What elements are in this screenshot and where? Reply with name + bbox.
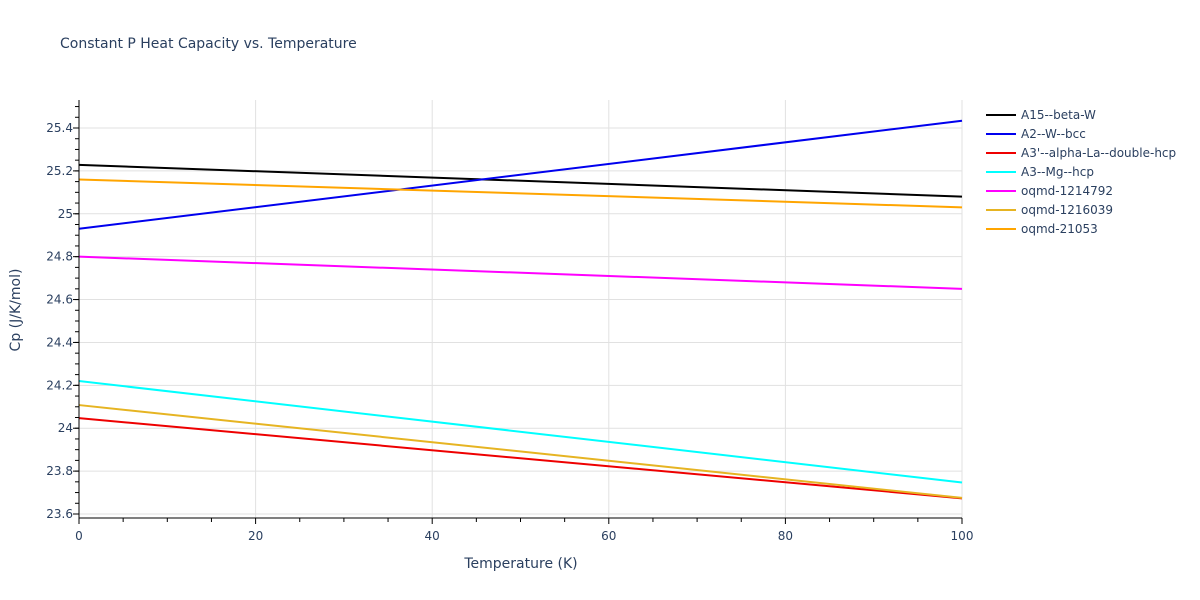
series-lines [78,119,963,500]
legend-item[interactable]: A2--W--bcc [986,127,1086,141]
y-tick-label: 24.2 [46,378,73,392]
x-tick-label: 0 [75,529,83,543]
series-line[interactable] [78,163,963,198]
legend-label: oqmd-1216039 [1021,203,1113,217]
series-line[interactable] [78,255,963,290]
x-tick-label: 60 [601,529,616,543]
y-tick-label: 24 [58,421,73,435]
y-tick-label: 24.8 [46,250,73,264]
legend-item[interactable]: oqmd-21053 [986,222,1098,236]
x-tick-label: 20 [248,529,263,543]
chart-title: Constant P Heat Capacity vs. Temperature [60,36,357,52]
series-line[interactable] [78,417,963,500]
legend-label: A15--beta-W [1021,108,1096,122]
y-tick-label: 24.4 [46,335,73,349]
y-tick-label: 24.6 [46,293,73,307]
legend-item[interactable]: A3'--alpha-La--double-hcp [986,146,1176,160]
series-line[interactable] [78,119,963,230]
legend-item[interactable]: oqmd-1216039 [986,203,1113,217]
series-line[interactable] [78,178,963,209]
legend-item[interactable]: A15--beta-W [986,108,1096,122]
legend-label: A3'--alpha-La--double-hcp [1021,146,1176,160]
y-axis-title: Cp (J/K/mol) [8,269,24,352]
legend-item[interactable]: oqmd-1214792 [986,184,1113,198]
grid-lines [79,100,963,518]
legend-item[interactable]: A3--Mg--hcp [986,165,1094,179]
legend[interactable]: A15--beta-W A2--W--bcc A3'--alpha-La--doub… [986,108,1176,236]
y-tick-label: 23.8 [46,464,73,478]
legend-label: A2--W--bcc [1021,127,1086,141]
y-tick-label: 23.6 [46,507,73,521]
legend-label: oqmd-1214792 [1021,184,1113,198]
series-line[interactable] [78,380,963,484]
legend-label: oqmd-21053 [1021,222,1098,236]
x-tick-label: 100 [951,529,974,543]
x-tick-label: 80 [778,529,793,543]
y-tick-label: 25.2 [46,164,73,178]
axes: 23.6 23.8 24 24.2 24.4 24.6 24.8 25 25.2 25.4 0 20 4… [46,100,973,543]
legend-label: A3--Mg--hcp [1021,165,1094,179]
series-line[interactable] [78,404,963,499]
y-tick-label: 25.4 [46,121,73,135]
x-axis-title: Temperature (K) [463,556,577,572]
x-tick-label: 40 [425,529,440,543]
y-tick-label: 25 [58,207,73,221]
